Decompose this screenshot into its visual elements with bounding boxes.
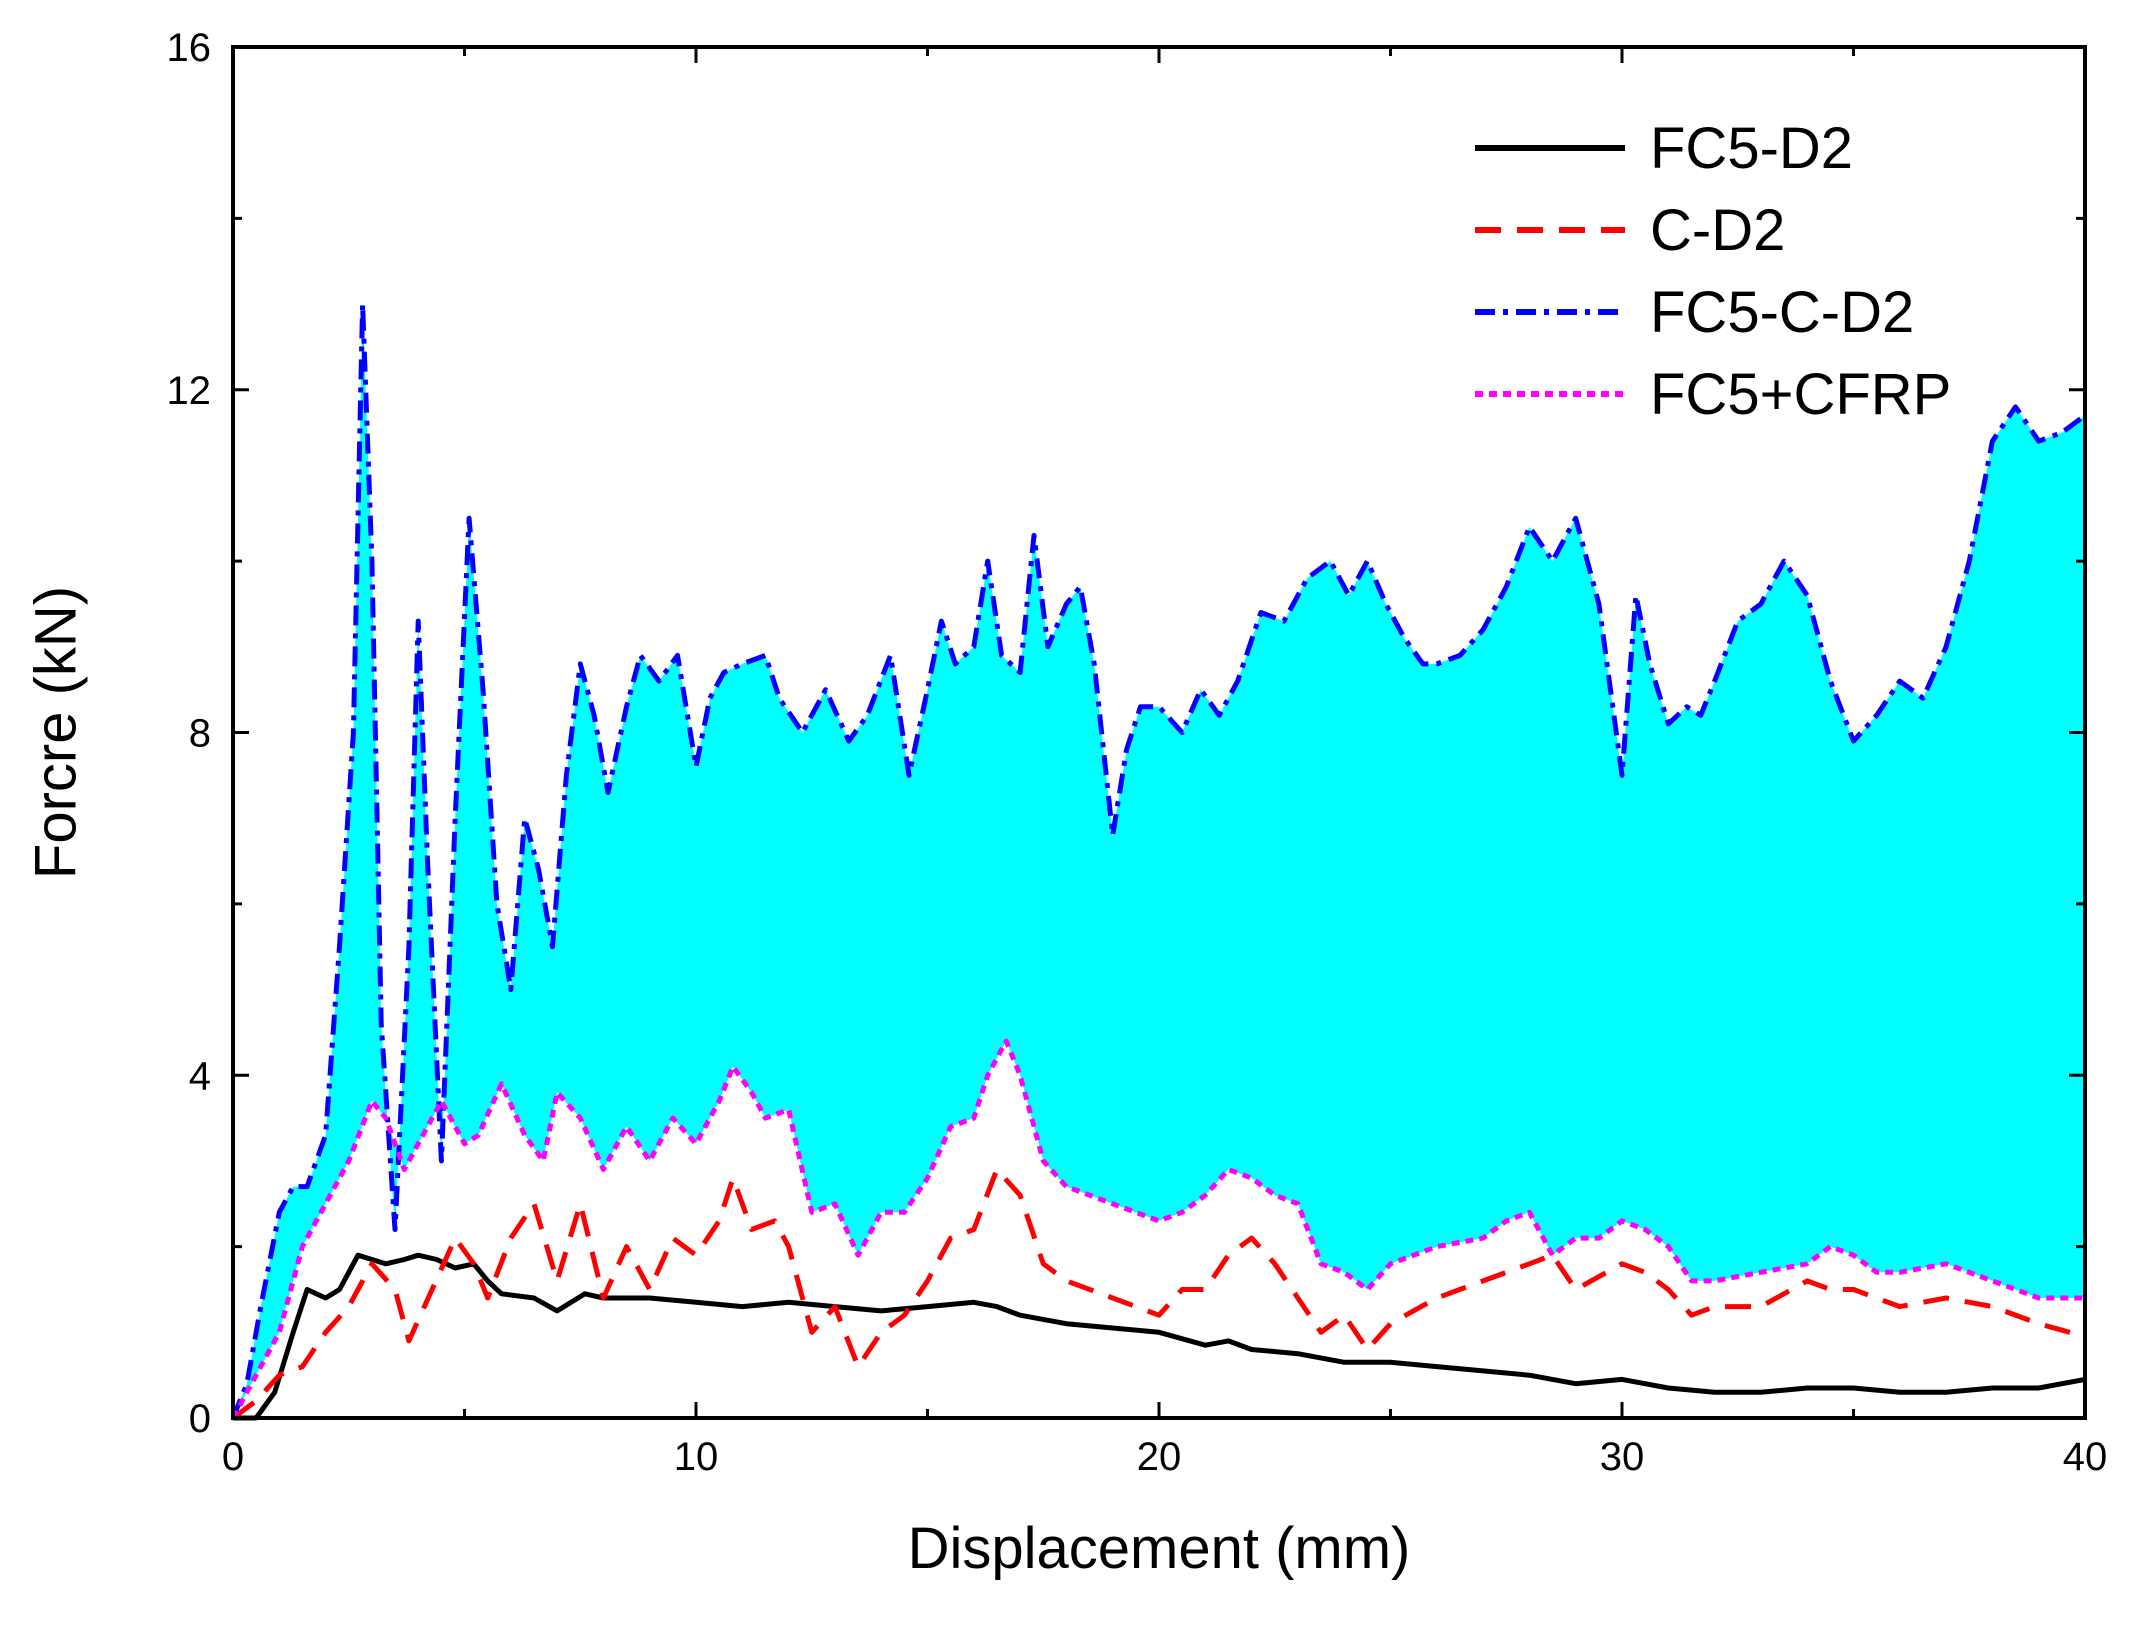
y-tick-label: 8 — [189, 712, 211, 756]
legend-label-fc5-cfrp: FC5+CFRP — [1650, 362, 1951, 427]
y-axis: 0 4 8 12 16 — [167, 26, 2085, 1441]
series-line-fc5-cfrp — [230, 1038, 2085, 1420]
legend-label-fc5-d2: FC5-D2 — [1650, 116, 1853, 181]
y-axis-title: Forcre (kN) — [23, 586, 88, 879]
y-tick-label: 4 — [189, 1054, 211, 1098]
shaded-region-layer — [233, 304, 2085, 1419]
legend-label-c-d2: C-D2 — [1650, 198, 1785, 263]
x-tick-label: 10 — [674, 1435, 719, 1479]
series-line-c-d2 — [231, 1167, 2086, 1421]
y-tick-label: 0 — [189, 1397, 211, 1441]
series-line-fc5-d2 — [233, 1252, 2086, 1421]
x-axis: 0 10 20 30 40 — [222, 47, 2107, 1479]
y-tick-label: 12 — [167, 369, 212, 413]
x-tick-label: 20 — [1137, 1435, 1182, 1479]
legend: FC5-D2 C-D2 FC5-C-D2 FC5+CFRP — [1475, 116, 1951, 427]
x-tick-label: 40 — [2063, 1435, 2108, 1479]
x-tick-label: 0 — [222, 1435, 244, 1479]
x-axis-title: Displacement (mm) — [908, 1516, 1411, 1581]
y-tick-label: 16 — [167, 26, 212, 70]
shaded-region — [233, 304, 2085, 1419]
x-tick-label: 30 — [1600, 1435, 1645, 1479]
series-line-fc5-c-d2 — [230, 301, 2087, 1419]
series-layer — [230, 301, 2087, 1421]
legend-label-fc5-c-d2: FC5-C-D2 — [1650, 280, 1914, 345]
